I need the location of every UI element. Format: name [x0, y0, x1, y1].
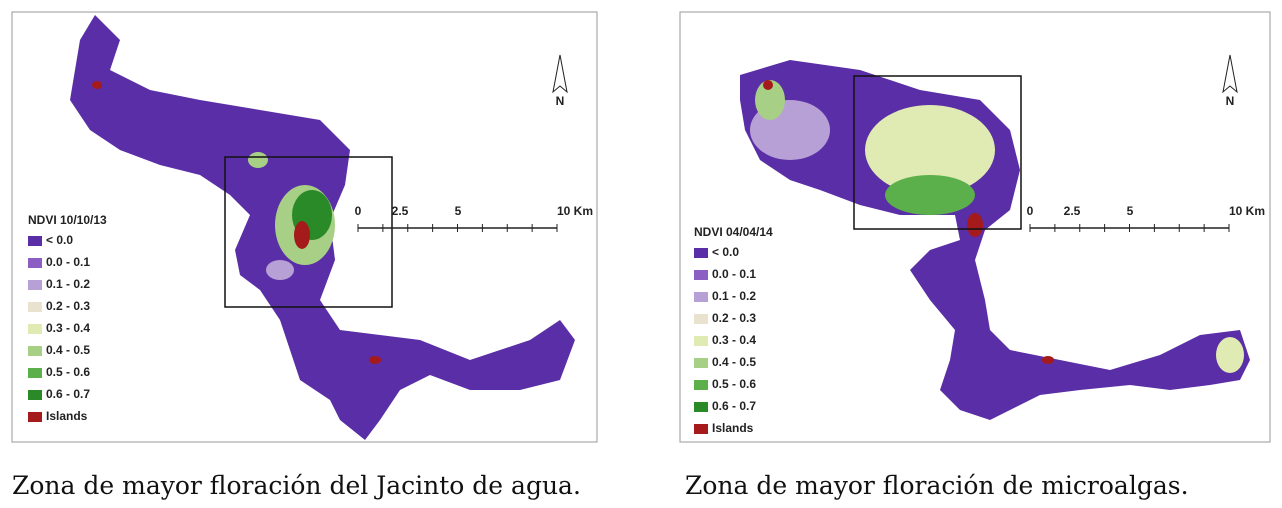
- scale-label: 5: [1127, 204, 1134, 218]
- scale-label: 0: [1027, 204, 1034, 218]
- island: [369, 356, 381, 364]
- north-label: N: [556, 94, 565, 108]
- scale-label: 10 Km: [557, 204, 593, 218]
- legend-label: 0.1 - 0.2: [46, 277, 90, 291]
- legend-label: < 0.0: [712, 245, 739, 259]
- legend-swatch: [694, 358, 708, 368]
- vegetation: [885, 175, 975, 215]
- legend-title: NDVI 04/04/14: [694, 225, 773, 239]
- legend-label: 0.5 - 0.6: [712, 377, 756, 391]
- legend-label: 0.0 - 0.1: [46, 255, 90, 269]
- legend-label: < 0.0: [46, 233, 73, 247]
- island: [92, 81, 102, 89]
- legend-label: 0.1 - 0.2: [712, 289, 756, 303]
- legend-label: 0.0 - 0.1: [712, 267, 756, 281]
- scale-label: 10 Km: [1229, 204, 1265, 218]
- legend-label: 0.6 - 0.7: [712, 399, 756, 413]
- scale-label: 5: [455, 204, 462, 218]
- figure: NDVI 10/10/13 < 0.0 0.0 - 0.1 0.1 - 0.2 0.2 …: [0, 0, 1282, 508]
- legend-label: 0.4 - 0.5: [712, 355, 756, 369]
- legend-swatch: [694, 424, 708, 434]
- scale-label: 2.5: [1064, 204, 1081, 218]
- caption: Zona de mayor floración del Jacinto de a…: [12, 471, 581, 500]
- vegetation: [1216, 337, 1244, 373]
- legend-swatch: [694, 270, 708, 280]
- legend-label: 0.2 - 0.3: [46, 299, 90, 313]
- legend-label: 0.3 - 0.4: [712, 333, 756, 347]
- legend-swatch: [28, 368, 42, 378]
- legend-label: 0.5 - 0.6: [46, 365, 90, 379]
- legend-swatch: [694, 314, 708, 324]
- legend-swatch: [694, 402, 708, 412]
- vegetation: [248, 152, 268, 168]
- scale-label: 0: [355, 204, 362, 218]
- legend-swatch: [694, 248, 708, 258]
- legend-label: 0.4 - 0.5: [46, 343, 90, 357]
- legend-swatch: [694, 292, 708, 302]
- island: [967, 213, 983, 237]
- legend-swatch: [28, 346, 42, 356]
- legend-swatch: [28, 324, 42, 334]
- island: [294, 221, 310, 249]
- caption: Zona de mayor floración de microalgas.: [685, 471, 1189, 500]
- island: [1042, 356, 1054, 364]
- legend-label: Islands: [712, 421, 754, 435]
- legend-swatch: [694, 336, 708, 346]
- vegetation: [266, 260, 294, 280]
- legend-swatch: [28, 258, 42, 268]
- legend-label: 0.2 - 0.3: [712, 311, 756, 325]
- scale-label: 2.5: [392, 204, 409, 218]
- north-label: N: [1226, 94, 1235, 108]
- legend-title: NDVI 10/10/13: [28, 213, 107, 227]
- legend-label: 0.6 - 0.7: [46, 387, 90, 401]
- legend-label: 0.3 - 0.4: [46, 321, 90, 335]
- legend-swatch: [28, 302, 42, 312]
- legend-label: Islands: [46, 409, 88, 423]
- legend-swatch: [28, 412, 42, 422]
- island: [763, 80, 773, 90]
- legend-swatch: [28, 280, 42, 290]
- legend-swatch: [28, 390, 42, 400]
- legend-swatch: [28, 236, 42, 246]
- legend-swatch: [694, 380, 708, 390]
